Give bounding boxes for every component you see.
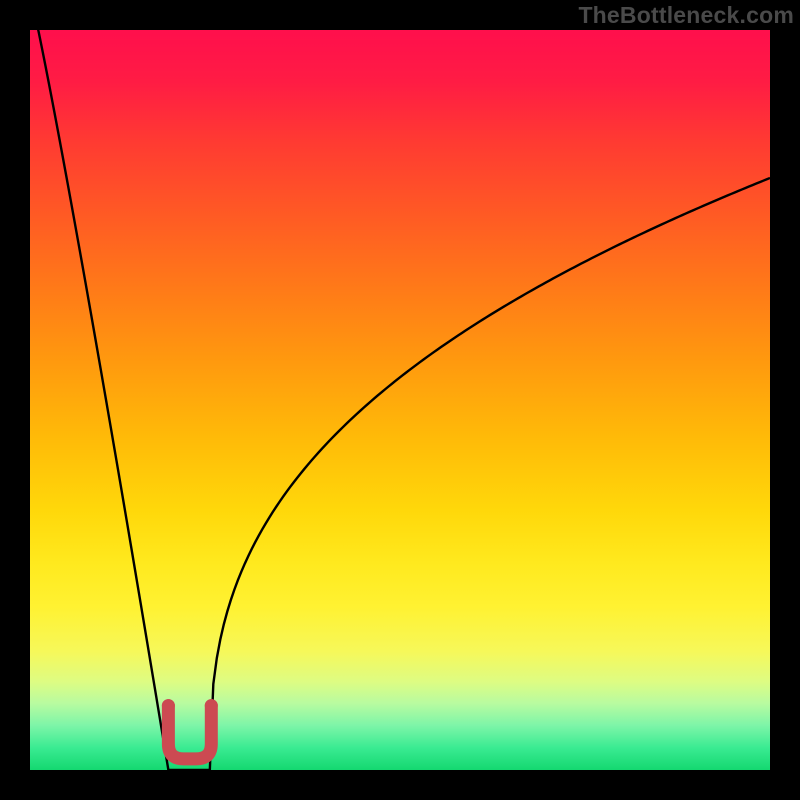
plot-area bbox=[30, 30, 770, 770]
watermark-text: TheBottleneck.com bbox=[578, 2, 794, 29]
chart-frame: TheBottleneck.com bbox=[0, 0, 800, 800]
bracket-dot-right bbox=[205, 699, 218, 712]
bottleneck-chart bbox=[0, 0, 800, 800]
bracket-dot-left bbox=[162, 699, 175, 712]
